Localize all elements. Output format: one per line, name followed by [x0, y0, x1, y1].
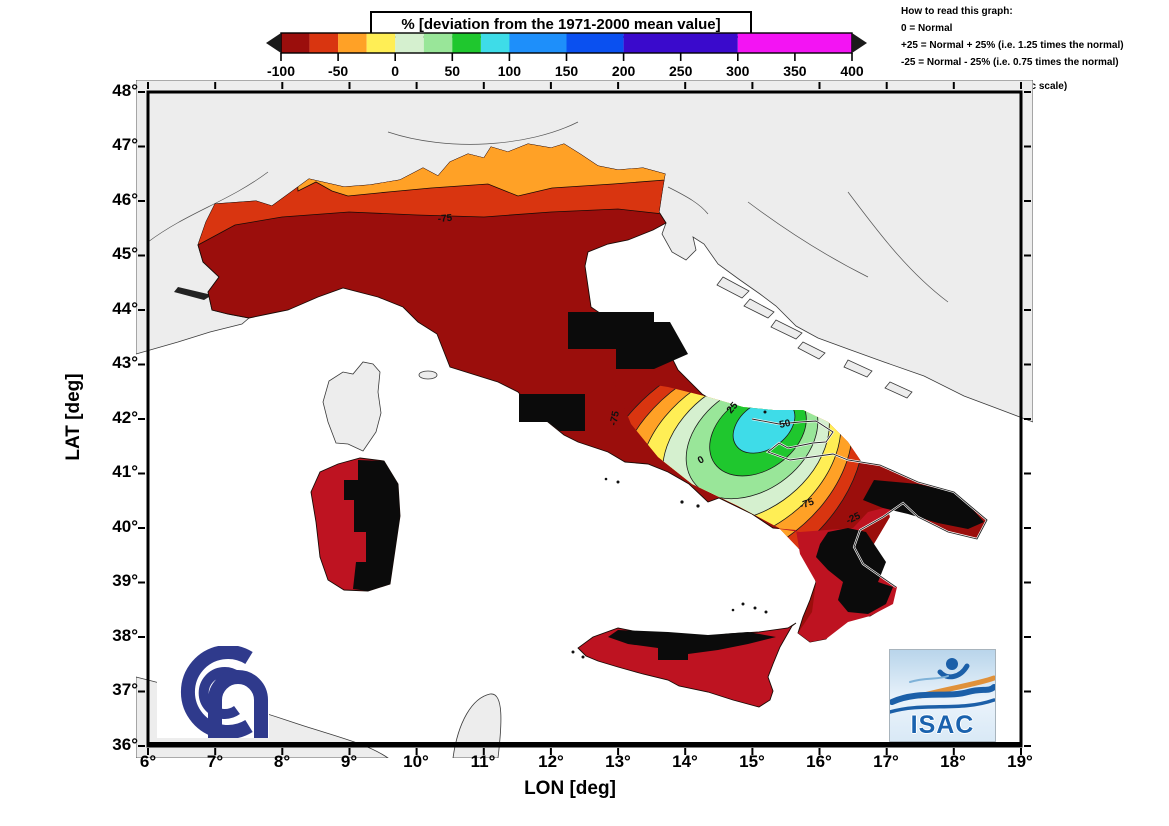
- sardinia-nodata: [344, 460, 400, 591]
- colorbar-tick-label: 100: [498, 63, 522, 79]
- isac-swirl-icon: [890, 658, 995, 714]
- y-tick-label: 37°: [112, 680, 138, 699]
- x-tick-label: 12°: [538, 752, 564, 771]
- colorbar-tick-label: 350: [783, 63, 807, 79]
- y-axis-title: LAT [deg]: [63, 373, 84, 461]
- y-tick-label: 40°: [112, 517, 138, 536]
- x-tick-label: 9°: [340, 752, 358, 771]
- contour-label: 0: [696, 454, 707, 467]
- colorbar-tick-label: -100: [267, 63, 295, 79]
- y-tick-label: 46°: [112, 190, 138, 209]
- x-tick-label: 15°: [739, 752, 765, 771]
- y-tick-label: 36°: [112, 735, 138, 754]
- colorbar-tick-label: 400: [840, 63, 864, 79]
- x-tick-label: 14°: [672, 752, 698, 771]
- y-tick-label: 44°: [112, 299, 138, 318]
- howto-line-normal: 0 = Normal: [901, 23, 953, 34]
- colorbar-segments: [266, 32, 867, 54]
- map-svg: -75 -75 25 0 50 -75 -25: [136, 80, 1033, 758]
- country-borders: [147, 121, 949, 303]
- sicily-nodata: [608, 630, 776, 660]
- small-islands: [571, 410, 768, 659]
- contour-label: -75: [798, 496, 816, 511]
- corsica: [322, 361, 382, 452]
- howto-heading: How to read this graph:: [901, 6, 1013, 17]
- x-tick-label: 19°: [1007, 752, 1033, 771]
- contour-label: -75: [437, 213, 453, 225]
- howto-line-plus: +25 = Normal + 25% (i.e. 1.25 times the …: [901, 40, 1124, 51]
- y-tick-label: 45°: [112, 244, 138, 263]
- contour-label: -75: [608, 410, 622, 427]
- x-tick-label: 18°: [940, 752, 966, 771]
- colorbar-tick-label: -50: [328, 63, 348, 79]
- colorbar-tick-label: 250: [669, 63, 693, 79]
- x-tick-label: 7°: [206, 752, 224, 771]
- colorbar-left-arrow-icon: [266, 33, 281, 53]
- colorbar-tick-label: 300: [726, 63, 750, 79]
- colorbar-tick-label: 150: [555, 63, 579, 79]
- y-tick-label: 38°: [112, 626, 138, 645]
- howto-line-minus: -25 = Normal - 25% (i.e. 0.75 times the …: [901, 57, 1119, 68]
- y-tick-label: 39°: [112, 571, 138, 590]
- y-tick-label: 43°: [112, 353, 138, 372]
- colorbar-tick-label: 50: [445, 63, 461, 79]
- cnr-logo: [157, 645, 269, 739]
- x-tick-label: 6°: [139, 752, 157, 771]
- x-tick-label: 11°: [470, 752, 496, 771]
- contour-label: 50: [778, 418, 792, 431]
- y-tick-label: 48°: [112, 81, 138, 100]
- isac-logo: ISAC: [889, 649, 996, 742]
- x-tick-label: 17°: [873, 752, 899, 771]
- y-tick-label: 42°: [112, 408, 138, 427]
- colorbar-ticks: [280, 53, 853, 61]
- colorbar-tick-label: 0: [391, 63, 399, 79]
- coastline-overlay: [751, 417, 989, 588]
- y-tick-label: 47°: [112, 135, 138, 154]
- cnr-emblem-icon: [181, 645, 268, 739]
- map-frame: [138, 82, 1031, 755]
- isac-logo-text: ISAC: [910, 711, 975, 739]
- x-tick-label: 13°: [605, 752, 631, 771]
- x-tick-label: 10°: [403, 752, 429, 771]
- colorbar-tick-label: 200: [612, 63, 636, 79]
- y-tick-label: 41°: [112, 462, 138, 481]
- x-tick-label: 16°: [806, 752, 832, 771]
- x-tick-label: 8°: [273, 752, 291, 771]
- x-axis-title: LON [deg]: [524, 778, 616, 799]
- colorbar-right-arrow-icon: [852, 33, 867, 53]
- colorbar: -100 -50 0 50 100 150 200 250 300 350 40…: [266, 32, 867, 79]
